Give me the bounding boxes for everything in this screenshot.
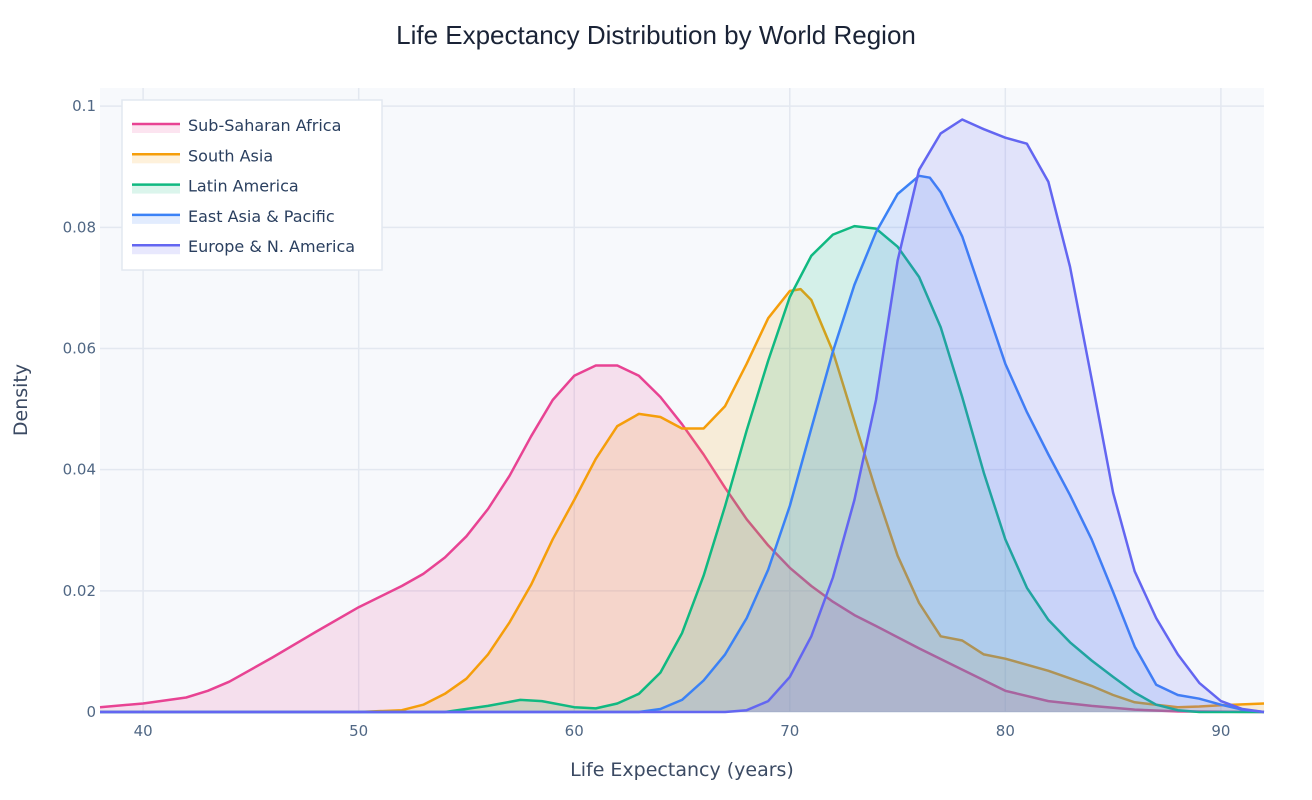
x-tick-label: 90 [1211, 722, 1230, 740]
area-south-asia [100, 289, 1264, 712]
x-tick-label: 60 [565, 722, 584, 740]
area-sub-saharan-africa [100, 365, 1264, 712]
legend-item[interactable]: Europe & N. America [132, 237, 355, 256]
y-tick-label: 0.02 [63, 582, 96, 600]
line-east-asia-pacific [100, 174, 1265, 714]
legend-label: Sub-Saharan Africa [188, 116, 341, 135]
legend-swatch-fill [132, 184, 180, 194]
legend-item[interactable]: East Asia & Pacific [132, 207, 335, 226]
x-tick-label: 40 [134, 722, 153, 740]
area-latin-america [100, 226, 1264, 712]
legend-label: East Asia & Pacific [188, 207, 335, 226]
legend: Sub-Saharan Africa South Asia Latin Americ… [121, 99, 383, 271]
legend-label: Europe & N. America [188, 237, 355, 256]
line-sub-saharan-africa [99, 364, 1265, 714]
legend-label: Latin America [188, 177, 299, 196]
x-axis-title: Life Expectancy (years) [570, 759, 794, 781]
grid [100, 88, 1264, 713]
area-east-asia-pacific [100, 175, 1264, 713]
line-south-asia [100, 287, 1265, 714]
y-axis-title: Density [10, 364, 32, 436]
legend-swatch-fill [132, 214, 180, 224]
y-tick-label: 0.1 [72, 97, 96, 115]
y-tick-label: 0.04 [63, 461, 96, 479]
legend-swatch-fill [132, 245, 180, 255]
legend-label: South Asia [188, 146, 273, 165]
line-latin-america [100, 224, 1264, 714]
y-tick-label: 0.06 [63, 340, 96, 358]
legend-swatch-fill [132, 154, 180, 164]
line-europe-n-america [100, 118, 1265, 714]
y-tick-label: 0.08 [63, 218, 96, 236]
legend-item[interactable]: Sub-Saharan Africa [132, 116, 341, 135]
x-tick-label: 80 [996, 722, 1015, 740]
area-europe-n-america [100, 119, 1264, 712]
legend-item[interactable]: Latin America [132, 177, 299, 196]
x-tick-label: 70 [780, 722, 799, 740]
y-tick-label: 0 [86, 703, 96, 721]
chart-title: Life Expectancy Distribution by World Re… [396, 20, 916, 50]
x-axis-ticks: 40 50 60 70 80 90 [134, 722, 1231, 740]
y-axis-ticks: 0 0.02 0.04 0.06 0.08 0.1 [63, 97, 96, 721]
series-layer [99, 118, 1265, 714]
legend-item[interactable]: South Asia [132, 146, 273, 165]
x-tick-label: 50 [349, 722, 368, 740]
legend-swatch-fill [132, 124, 180, 133]
